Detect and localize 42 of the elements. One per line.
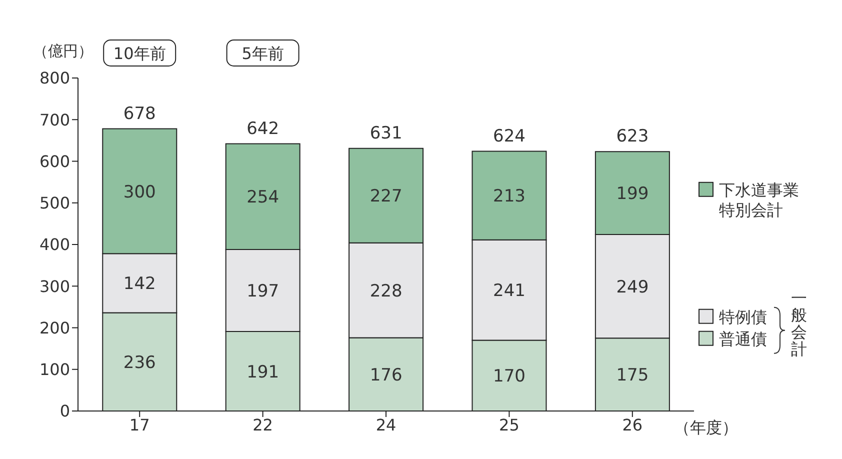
data-label: 254	[246, 188, 280, 208]
data-label: 176	[370, 365, 402, 386]
y-tick-label: 700	[39, 110, 70, 130]
data-label: 197	[246, 282, 280, 302]
data-label: 227	[370, 186, 402, 207]
y-axis-title: （億円）	[33, 42, 93, 60]
y-tick-label: 800	[39, 68, 70, 88]
y-tick-label: 300	[39, 276, 70, 296]
text: 10年前	[113, 44, 166, 63]
data-label: 228	[370, 281, 402, 302]
x-tick-label: 24	[376, 415, 396, 434]
data-label: 175	[616, 366, 649, 386]
y-tick-label: 0	[60, 402, 70, 421]
y-tick-label: 600	[39, 152, 70, 171]
x-tick-label: 25	[499, 415, 520, 434]
data-label: 191	[246, 362, 280, 382]
text: 5年前	[242, 44, 284, 63]
x-tick-label: 17	[129, 415, 150, 434]
legend-label: 特例債	[719, 307, 767, 326]
data-label: 236	[123, 352, 156, 373]
total-label: 631	[370, 123, 402, 144]
total-label: 678	[123, 104, 156, 124]
total-label: 623	[616, 126, 649, 147]
data-label: 213	[493, 186, 526, 207]
x-tick-label: 26	[622, 415, 643, 434]
data-label: 249	[616, 277, 649, 298]
data-label: 241	[493, 281, 526, 302]
total-label: 642	[246, 118, 280, 139]
x-tick-label: 22	[252, 415, 273, 434]
total-label: 624	[493, 126, 526, 146]
x-axis-title: （年度）	[674, 418, 738, 437]
y-tick-label: 100	[39, 360, 70, 380]
data-label: 199	[616, 184, 649, 204]
data-label: 300	[123, 182, 156, 202]
legend-label: 普通債	[719, 329, 767, 348]
y-tick-label: 200	[39, 318, 70, 338]
legend-label: 下水道事業特別会計	[719, 180, 799, 220]
y-tick-label: 500	[39, 194, 70, 213]
y-tick-label: 400	[39, 235, 70, 254]
text: 一般会計	[791, 288, 807, 358]
data-label: 170	[493, 366, 526, 387]
data-label: 142	[123, 274, 156, 294]
